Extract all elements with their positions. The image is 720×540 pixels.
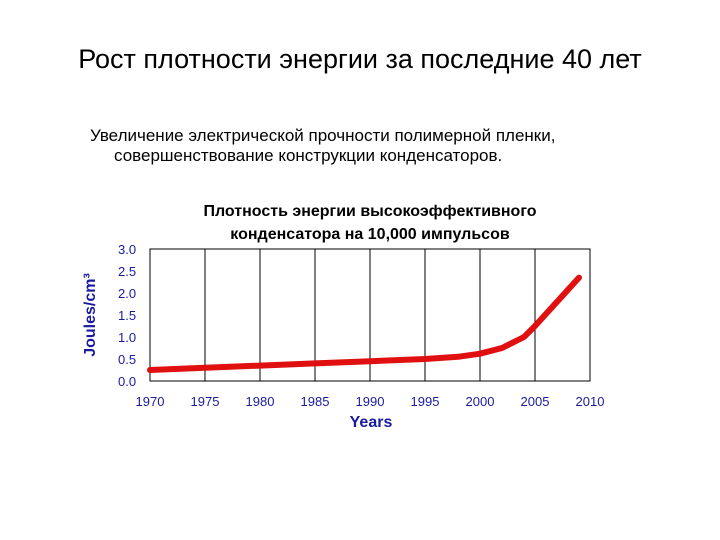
y-axis-ticks: 0.0 0.5 1.0 1.5 2.0 2.5 3.0 <box>118 242 136 389</box>
y-tick-label: 1.0 <box>118 330 136 345</box>
subtitle-line-2: совершенствование конструкции конденсато… <box>114 146 503 165</box>
y-axis-label: Joules/cm³ <box>82 273 99 357</box>
y-tick-label: 0.5 <box>118 352 136 367</box>
series-line-0 <box>147 274 582 373</box>
subtitle-line-1: Увеличение электрической прочности полим… <box>90 126 556 145</box>
y-tick-label: 3.0 <box>118 242 136 257</box>
x-tick-label: 1975 <box>191 394 220 409</box>
chart-title-line-1: Плотность энергии высокоэффективного <box>203 203 537 220</box>
x-tick-label: 2005 <box>521 394 550 409</box>
chart-series <box>147 274 582 373</box>
chart-title: Плотность энергии высокоэффективного кон… <box>110 200 630 246</box>
x-tick-label: 2000 <box>466 394 495 409</box>
x-tick-label: 1980 <box>246 394 275 409</box>
plot-frame <box>149 248 591 382</box>
slide-subtitle: Увеличение электрической прочности полим… <box>90 126 690 166</box>
slide-title: Рост плотности энергии за последние 40 л… <box>78 44 642 74</box>
y-tick-label: 1.5 <box>118 308 136 323</box>
x-tick-label: 1970 <box>136 394 165 409</box>
y-tick-label: 0.0 <box>118 374 136 389</box>
x-tick-label: 1995 <box>411 394 440 409</box>
x-axis-ticks: 1970 1975 1980 1985 1990 1995 2000 2005 2010 <box>136 394 605 409</box>
y-tick-label: 2.5 <box>118 264 136 279</box>
y-tick-label: 2.0 <box>118 286 136 301</box>
x-axis-label: Years <box>350 414 393 431</box>
x-tick-label: 1990 <box>356 394 385 409</box>
x-tick-label: 1985 <box>301 394 330 409</box>
chart-title-line-2: конденсатора на 10,000 импульсов <box>230 226 510 243</box>
x-tick-label: 2010 <box>576 394 605 409</box>
